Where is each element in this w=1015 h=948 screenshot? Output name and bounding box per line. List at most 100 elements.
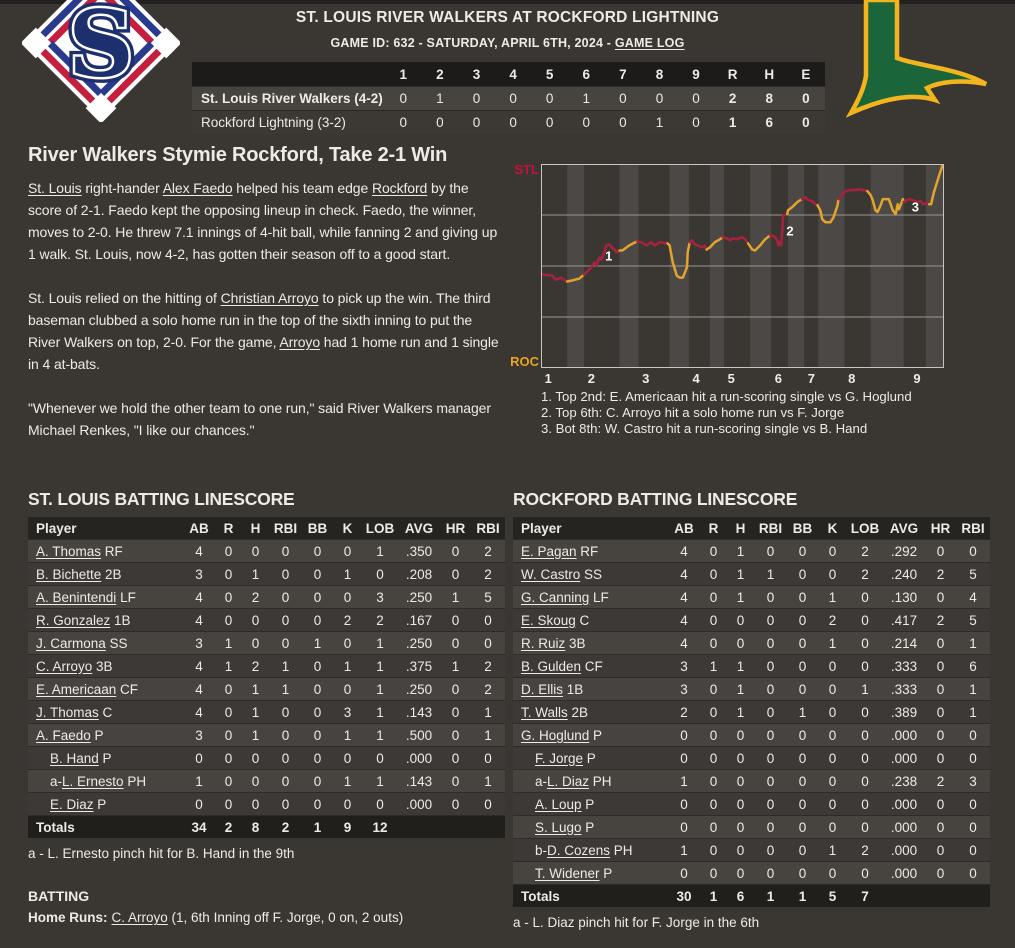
roc-batting-note: a - L. Diaz pinch hit for F. Jorge in th…	[513, 915, 760, 930]
stat-cell: .375	[405, 658, 433, 674]
stat-cell: 6	[969, 658, 977, 674]
stat-cell: 0	[709, 865, 718, 881]
player-cell: E. Diaz P	[28, 797, 183, 812]
stat-cell: 0	[969, 865, 977, 881]
stat-cell: 1	[861, 681, 869, 697]
substitution-prefix: a-	[50, 773, 63, 789]
stat-cell: 1	[969, 681, 977, 697]
stat-cell: 0	[736, 612, 745, 628]
stat-cell: 0	[451, 635, 460, 651]
stat-cell: 0	[766, 727, 775, 743]
stat-cell: .000	[405, 796, 433, 812]
player-position: 2B	[101, 566, 122, 582]
player-link[interactable]: G. Hoglund	[521, 727, 590, 743]
player-link[interactable]: G. Canning	[521, 589, 590, 605]
player-link[interactable]: E. Skoug	[521, 612, 576, 628]
game-header: ST. LOUIS RIVER WALKERS AT ROCKFORD LIGH…	[185, 6, 830, 50]
inning-score: 0	[509, 91, 517, 106]
stat-cell: 0	[313, 750, 322, 766]
stat-cell: 0	[798, 727, 807, 743]
player-link[interactable]: L. Ernesto	[62, 773, 124, 789]
stat-cell: .238	[890, 773, 918, 789]
player-link[interactable]: D. Ellis	[521, 681, 564, 697]
table-row: b-D. Cozens PH 1 0 0 0 0 1 2 .000 0 0	[513, 838, 990, 861]
table-row: E. Diaz P 0 0 0 0 0 0 0 .000 0 0	[28, 792, 505, 815]
stat-cell: 0	[766, 796, 775, 812]
player-cell: a-L. Ernesto PH	[28, 774, 183, 789]
player-position: CF	[581, 658, 603, 674]
player-link[interactable]: A. Loup	[535, 796, 582, 812]
stat-cell: 0	[861, 635, 869, 651]
rhe-score: 6	[765, 115, 773, 130]
inning-score: 0	[692, 115, 700, 130]
stat-cell: 0	[828, 819, 837, 835]
stat-cell: 1	[680, 773, 688, 789]
player-link[interactable]: L. Diaz	[547, 773, 590, 789]
player-position: 3B	[92, 658, 113, 674]
player-link[interactable]: D. Cozens	[547, 842, 611, 858]
player-link[interactable]: E. Americaan	[36, 681, 117, 697]
player-link[interactable]: R. Ruiz	[521, 635, 566, 651]
stat-cell: 5	[484, 589, 492, 605]
table-row: R. Gonzalez 1B 4 0 0 0 0 2 2 .167 0 0	[28, 608, 505, 631]
player-link[interactable]: St. Louis	[28, 180, 82, 196]
stat-cell: 0	[936, 865, 945, 881]
linescore-team-row: Rockford Lightning (3-2) 0 0 0 0 0 0 0 1 0 1 6 0	[192, 110, 825, 134]
player-link[interactable]: Christian Arroyo	[220, 290, 319, 306]
table-row: B. Gulden CF 3 1 1 0 0 0 0 .333 0 6	[513, 654, 990, 677]
player-link[interactable]: F. Jorge	[535, 750, 584, 766]
stat-cell: .000	[890, 750, 918, 766]
stat-cell: 0	[969, 819, 977, 835]
player-cell: E. Skoug C	[513, 613, 668, 628]
player-link[interactable]: W. Castro	[521, 566, 581, 582]
stat-cell: 0	[343, 681, 352, 697]
player-position: RF	[576, 543, 599, 559]
stat-cell: .240	[890, 566, 918, 582]
player-link[interactable]: S. Lugo	[535, 819, 582, 835]
game-log-link[interactable]: GAME LOG	[614, 36, 685, 50]
stat-cell: 1	[736, 681, 745, 697]
headline: River Walkers Stymie Rockford, Take 2-1 …	[28, 144, 448, 166]
player-link[interactable]: T. Walls	[521, 704, 568, 720]
player-link[interactable]: T. Widener	[535, 865, 600, 881]
stat-cell: 1	[736, 589, 745, 605]
player-link[interactable]: E. Pagan	[521, 543, 577, 559]
home-runs-line: Home Runs: C. Arroyo (1, 6th Inning off F…	[28, 910, 505, 925]
player-position: 3B	[565, 635, 586, 651]
linescore-column-header: 9	[692, 66, 700, 82]
player-link[interactable]: A. Thomas	[36, 543, 102, 559]
stat-cell: .000	[890, 727, 918, 743]
stat-cell: 0	[251, 796, 260, 812]
player-link[interactable]: A. Benintendi	[36, 589, 117, 605]
player-link[interactable]: J. Carmona	[36, 635, 106, 651]
player-cell: R. Ruiz 3B	[513, 636, 668, 651]
stat-cell: 1	[969, 704, 977, 720]
stat-cell: 1	[224, 635, 233, 651]
player-link[interactable]: B. Hand	[50, 750, 99, 766]
chart-x-tick: 9	[913, 371, 921, 386]
player-link[interactable]: R. Gonzalez	[36, 612, 111, 628]
stat-cell: 5	[969, 612, 977, 628]
player-link[interactable]: A. Faedo	[36, 727, 91, 743]
player-link[interactable]: J. Thomas	[36, 704, 99, 720]
player-link[interactable]: Alex Faedo	[162, 180, 233, 196]
player-link[interactable]: B. Bichette	[36, 566, 102, 582]
stat-cell: 0	[766, 612, 775, 628]
stat-cell: .000	[890, 865, 918, 881]
stat-cell: 0	[195, 796, 203, 812]
player-link[interactable]: B. Gulden	[521, 658, 582, 674]
player-link[interactable]: C. Arroyo	[111, 910, 168, 925]
stat-cell: 0	[736, 750, 745, 766]
stat-cell: 0	[828, 796, 837, 812]
player-position: C	[98, 704, 113, 720]
stat-cell: 4	[195, 704, 203, 720]
totals-cell: 7	[861, 888, 869, 904]
stl-batting-note: a - L. Ernesto pinch hit for B. Hand in …	[28, 846, 295, 861]
player-link[interactable]: Arroyo	[279, 334, 321, 350]
inning-score: 0	[545, 91, 554, 106]
linescore-column-header: E	[801, 66, 811, 82]
player-link[interactable]: E. Diaz	[50, 796, 94, 812]
player-link[interactable]: C. Arroyo	[36, 658, 93, 674]
player-link[interactable]: Rockford	[371, 180, 428, 196]
stat-cell: 2	[936, 773, 945, 789]
